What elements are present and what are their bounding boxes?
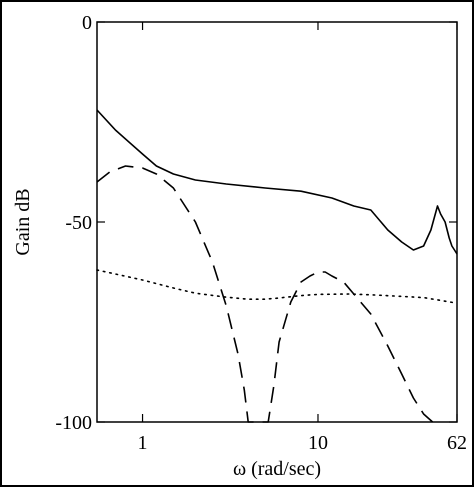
x-axis-ticks: 1 10 62 [138, 22, 467, 454]
series-line-dotted [96, 269, 458, 305]
y-tick-label: -100 [55, 412, 92, 434]
x-tick-label: 1 [138, 432, 148, 454]
y-tick-label: -50 [65, 212, 92, 234]
y-axis-label: Gain dB [12, 188, 34, 255]
x-tick-label: 62 [447, 432, 467, 454]
series-line-dashed [96, 165, 434, 423]
x-axis-label: ω (rad/sec) [233, 458, 321, 480]
series-line-solid [96, 109, 458, 255]
series-layer [96, 109, 458, 423]
x-tick-label: 10 [308, 432, 328, 454]
y-axis-ticks: 0 -50 -100 [55, 12, 457, 434]
y-tick-label: 0 [82, 12, 92, 34]
plot-area-frame [96, 21, 458, 423]
